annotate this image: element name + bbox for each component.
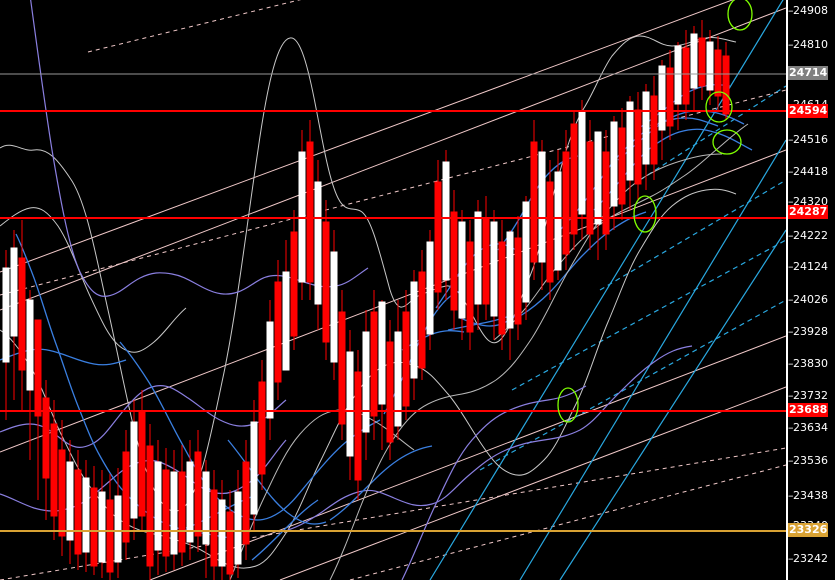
ellipse-marker [633,195,657,233]
price-tag-24714[interactable]: 24714 [788,66,829,80]
ellipse-annotations [557,0,753,423]
axis-tick: –23634 [788,421,828,434]
chart-canvas [0,0,786,580]
price-tag-24287[interactable]: 24287 [788,205,829,219]
axis-separator-line [786,0,788,580]
ellipse-marker [557,387,579,423]
axis-tick: –24908 [788,4,828,17]
ellipse-marker [727,0,753,31]
axis-tick: –24320 [788,195,828,208]
ellipse-marker [705,91,733,123]
axis-tick: –24026 [788,293,828,306]
axis-tick: –24810 [788,38,828,51]
axis-tick: –24418 [788,165,828,178]
horizontal-price-lines [0,73,786,532]
candlestick-series [2,20,730,580]
price-tag-23688[interactable]: 23688 [788,403,829,417]
axis-tick: –23830 [788,357,828,370]
axis-tick: –23928 [788,325,828,338]
axis-tick: –23242 [788,552,828,565]
axis-tick: –24124 [788,260,828,273]
price-axis[interactable]: –24908 –24810 –24714 –24614 –24516 –2441… [786,0,835,580]
axis-tick: –24516 [788,133,828,146]
axis-tick: –23732 [788,389,828,402]
price-tag-23326[interactable]: 23326 [788,523,829,537]
ellipse-marker [712,129,742,155]
price-tag-24594[interactable]: 24594 [788,104,829,118]
axis-tick: –24222 [788,229,828,242]
axis-tick: –23438 [788,489,828,502]
chart-plot-area[interactable] [0,0,786,580]
axis-tick: –23536 [788,454,828,467]
